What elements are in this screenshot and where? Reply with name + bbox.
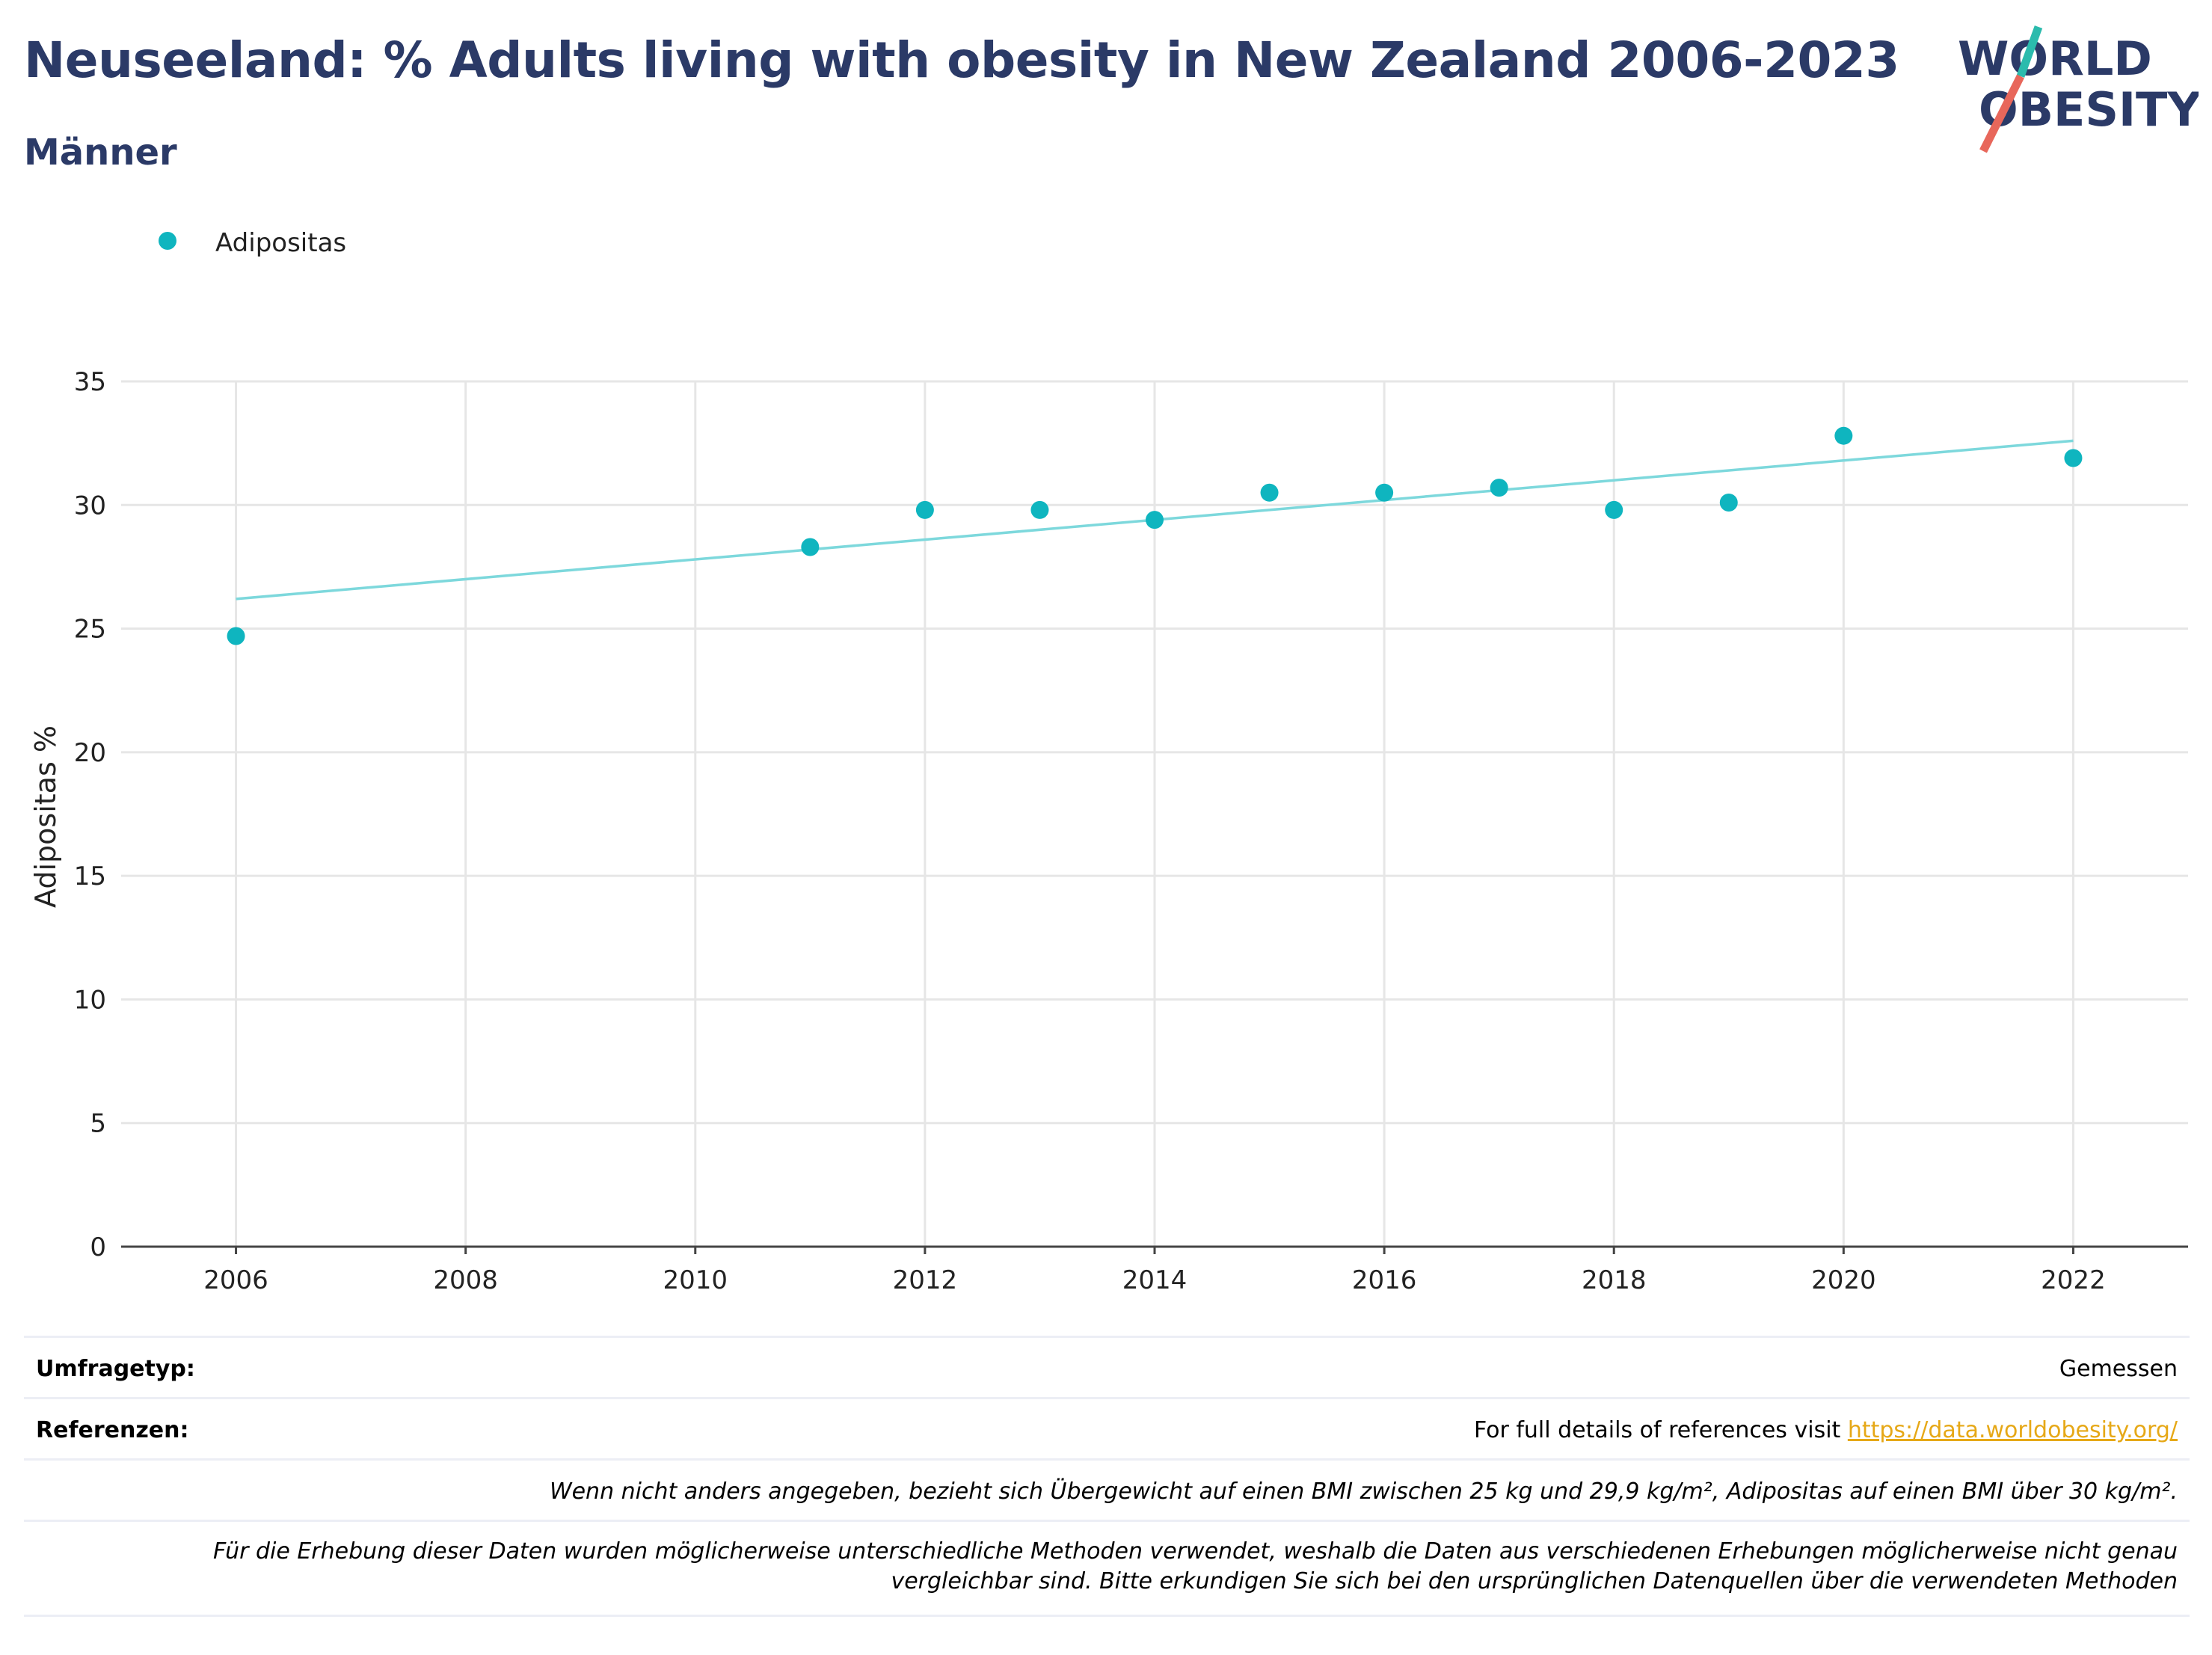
data-point-2012[interactable]	[915, 500, 934, 519]
data-point-2020[interactable]	[1834, 426, 1853, 445]
legend: Adipositas	[159, 228, 346, 258]
data-point-2019[interactable]	[1719, 493, 1738, 512]
y-tick-label-5: 5	[90, 1109, 106, 1139]
x-tick-label-2008: 2008	[433, 1265, 498, 1295]
y-tick-label-30: 30	[74, 491, 106, 521]
logo-slash-bottom	[1979, 74, 2024, 153]
obesity-chart: 0 5 10 15 20 25 30 35 2006 2008 2010 2012 2014 2016 20…	[29, 228, 2188, 1295]
x-tick-label-2022: 2022	[2041, 1265, 2106, 1295]
footer-row-note1: Wenn nicht anders angegeben, bezieht sic…	[24, 1458, 2190, 1522]
legend-label[interactable]: Adipositas	[215, 228, 346, 258]
methods-note-line2: vergleichbar sind. Bitte erkundigen Sie …	[891, 1568, 2178, 1594]
world-obesity-logo: WORLD OBESITY	[1958, 25, 2199, 153]
x-tick-label-2018: 2018	[1582, 1265, 1647, 1295]
chart-subtitle: Männer	[24, 132, 177, 174]
methods-note: Für die Erhebung dieser Daten wurden mög…	[39, 1537, 2178, 1597]
y-tick-label-35: 35	[74, 367, 106, 397]
legend-marker	[159, 232, 176, 250]
footer-row-note2: Für die Erhebung dieser Daten wurden mög…	[24, 1520, 2190, 1617]
x-tick-label-2016: 2016	[1352, 1265, 1417, 1295]
logo-slash-top	[2016, 25, 2043, 78]
x-tick-label-2020: 2020	[1811, 1265, 1876, 1295]
references-text: For full details of references visit	[1473, 1417, 1848, 1443]
data-point-2022[interactable]	[2064, 449, 2083, 467]
footer-row-references: Referenzen: For full details of referenc…	[24, 1397, 2190, 1461]
x-tick-label-2014: 2014	[1122, 1265, 1188, 1295]
y-tick-label-15: 15	[74, 862, 106, 891]
y-tick-label-20: 20	[74, 738, 106, 768]
logo-text-world: WORLD	[1958, 31, 2152, 86]
data-point-2017[interactable]	[1490, 479, 1508, 497]
data-point-2006[interactable]	[227, 627, 245, 645]
y-tick-label-0: 0	[90, 1232, 106, 1262]
y-axis-label: Adipositas %	[29, 725, 62, 908]
data-point-2013[interactable]	[1030, 500, 1049, 519]
references-value: For full details of references visit htt…	[1474, 1417, 2178, 1443]
chart-title: Neuseeland: % Adults living with obesity…	[24, 31, 1899, 89]
data-point-2015[interactable]	[1260, 483, 1279, 502]
data-point-2011[interactable]	[801, 538, 820, 556]
y-tick-label-10: 10	[74, 985, 106, 1015]
bmi-definition-note: Wenn nicht anders angegeben, bezieht sic…	[549, 1479, 2178, 1505]
footer-row-survey: Umfragetyp: Gemessen	[24, 1336, 2190, 1399]
references-label: Referenzen:	[36, 1417, 189, 1443]
methods-note-line1: Für die Erhebung dieser Daten wurden mög…	[213, 1538, 2178, 1565]
survey-type-value: Gemessen	[2059, 1356, 2178, 1382]
data-point-2014[interactable]	[1146, 511, 1164, 529]
y-tick-label-25: 25	[74, 615, 106, 645]
data-point-2016[interactable]	[1375, 483, 1394, 502]
x-tick-label-2006: 2006	[203, 1265, 268, 1295]
x-tick-label-2010: 2010	[663, 1265, 728, 1295]
grid-lines	[121, 380, 2188, 1247]
references-link[interactable]: https://data.worldobesity.org/	[1847, 1417, 2178, 1443]
x-tick-label-2012: 2012	[893, 1265, 958, 1295]
survey-type-label: Umfragetyp:	[36, 1356, 195, 1382]
data-point-2018[interactable]	[1605, 500, 1623, 519]
data-points	[227, 426, 2083, 645]
axes: 0 5 10 15 20 25 30 35 2006 2008 2010 2012 2014 2016 20…	[74, 367, 2188, 1295]
